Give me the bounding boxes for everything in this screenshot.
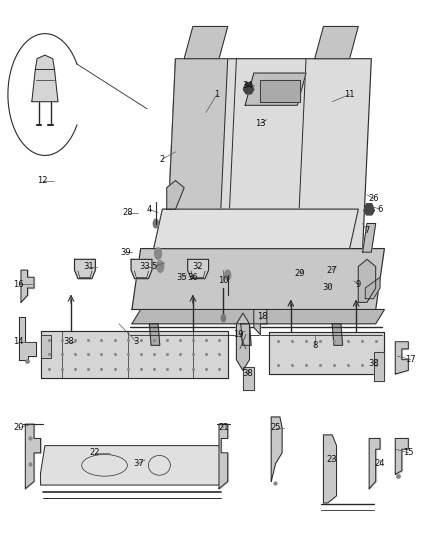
Text: 36: 36 — [187, 273, 198, 282]
Polygon shape — [271, 417, 282, 481]
Polygon shape — [323, 435, 336, 503]
Polygon shape — [260, 80, 300, 102]
Text: 10: 10 — [218, 276, 229, 285]
Text: 18: 18 — [257, 312, 268, 321]
Polygon shape — [154, 209, 358, 248]
Polygon shape — [32, 69, 58, 102]
Text: 12: 12 — [38, 176, 48, 185]
Polygon shape — [365, 277, 380, 298]
Polygon shape — [245, 73, 306, 106]
Polygon shape — [149, 324, 160, 345]
Polygon shape — [358, 260, 376, 302]
Polygon shape — [19, 317, 36, 360]
Polygon shape — [395, 439, 408, 474]
Polygon shape — [35, 55, 54, 69]
Text: 31: 31 — [83, 262, 94, 271]
Text: 3: 3 — [134, 337, 139, 346]
Polygon shape — [395, 342, 408, 374]
Text: 4: 4 — [147, 205, 152, 214]
Polygon shape — [25, 424, 41, 489]
Circle shape — [157, 261, 164, 272]
Text: 1: 1 — [214, 90, 219, 99]
Text: 21: 21 — [218, 423, 229, 432]
Polygon shape — [243, 367, 254, 390]
Polygon shape — [187, 260, 208, 279]
Text: 8: 8 — [312, 341, 318, 350]
Polygon shape — [41, 331, 228, 377]
Text: 14: 14 — [14, 337, 24, 346]
Text: 34: 34 — [242, 80, 253, 90]
Polygon shape — [167, 59, 371, 248]
Polygon shape — [41, 446, 223, 485]
Text: 23: 23 — [327, 456, 337, 464]
Text: 38: 38 — [242, 369, 253, 378]
Polygon shape — [41, 335, 51, 358]
Polygon shape — [131, 260, 152, 279]
Polygon shape — [241, 324, 251, 345]
Text: 27: 27 — [327, 265, 337, 274]
Polygon shape — [332, 324, 343, 345]
Text: 24: 24 — [375, 459, 385, 468]
Circle shape — [155, 248, 162, 260]
Circle shape — [153, 219, 159, 228]
Text: 16: 16 — [14, 280, 24, 289]
Text: 11: 11 — [344, 90, 355, 99]
Text: 9: 9 — [356, 280, 361, 289]
Polygon shape — [374, 352, 385, 381]
Polygon shape — [154, 209, 358, 248]
Polygon shape — [315, 27, 358, 59]
Polygon shape — [269, 333, 385, 374]
Text: 26: 26 — [368, 194, 379, 203]
Polygon shape — [237, 313, 250, 370]
Text: 32: 32 — [192, 262, 202, 271]
Text: 28: 28 — [122, 208, 133, 217]
Text: 7: 7 — [364, 226, 370, 235]
Text: 29: 29 — [294, 269, 305, 278]
Polygon shape — [21, 270, 34, 302]
Circle shape — [221, 314, 226, 322]
Text: 2: 2 — [160, 155, 165, 164]
Text: 38: 38 — [368, 359, 379, 368]
Text: 25: 25 — [270, 423, 281, 432]
Polygon shape — [369, 439, 380, 489]
Polygon shape — [167, 59, 228, 248]
Polygon shape — [167, 181, 184, 209]
Polygon shape — [363, 223, 376, 252]
Text: 6: 6 — [378, 205, 383, 214]
Polygon shape — [244, 83, 254, 94]
Polygon shape — [184, 27, 228, 59]
Text: 30: 30 — [322, 284, 333, 293]
Text: 19: 19 — [233, 330, 244, 339]
Text: 39: 39 — [120, 248, 131, 257]
Polygon shape — [219, 424, 228, 489]
Polygon shape — [132, 310, 385, 324]
Text: 35: 35 — [177, 273, 187, 282]
Text: 22: 22 — [90, 448, 100, 457]
Text: 17: 17 — [405, 355, 416, 364]
Text: 20: 20 — [14, 423, 24, 432]
Text: 33: 33 — [140, 262, 150, 271]
Polygon shape — [74, 260, 95, 279]
Text: 13: 13 — [255, 119, 266, 128]
Circle shape — [225, 270, 231, 280]
Polygon shape — [364, 204, 374, 215]
Polygon shape — [132, 248, 385, 310]
Polygon shape — [254, 310, 267, 335]
Text: 38: 38 — [64, 337, 74, 346]
Text: 15: 15 — [403, 448, 413, 457]
Text: 5: 5 — [151, 262, 156, 271]
Text: 37: 37 — [133, 459, 144, 468]
